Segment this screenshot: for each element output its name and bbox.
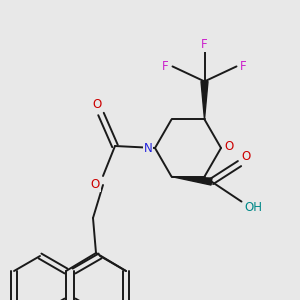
Text: F: F — [240, 60, 247, 73]
Text: O: O — [224, 140, 234, 152]
Text: N: N — [144, 142, 152, 154]
Text: O: O — [90, 178, 100, 191]
Polygon shape — [172, 177, 212, 185]
Text: F: F — [201, 38, 208, 51]
Polygon shape — [201, 81, 208, 119]
Text: OH: OH — [244, 201, 262, 214]
Text: O: O — [92, 98, 102, 110]
Text: F: F — [162, 60, 169, 73]
Text: O: O — [242, 150, 251, 163]
